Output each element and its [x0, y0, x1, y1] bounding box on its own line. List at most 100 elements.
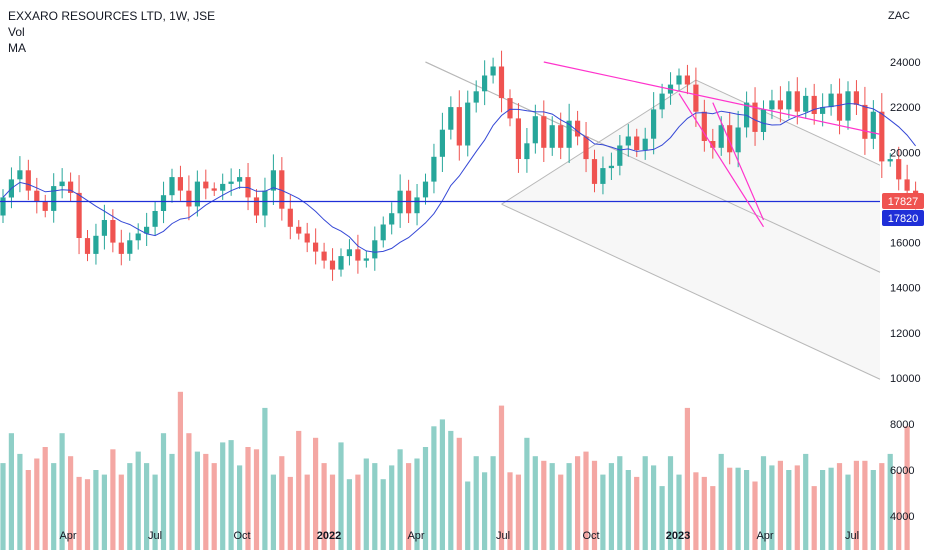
volume-bar — [228, 440, 234, 550]
candle-body — [583, 136, 589, 160]
candle-body — [144, 226, 150, 234]
volume-bar — [811, 486, 817, 550]
candle-body — [456, 107, 462, 146]
trendline[interactable] — [678, 93, 765, 228]
currency-label: ZAC — [888, 10, 910, 22]
candle-body — [701, 111, 707, 141]
candle-body — [76, 192, 82, 238]
chart-legend: EXXARO RESOURCES LTD, 1W, JSE Vol MA — [8, 8, 215, 56]
candle-body — [904, 179, 910, 191]
candle-body — [34, 190, 40, 202]
pitchfork-channel-fill — [501, 80, 880, 380]
volume-bar — [262, 407, 268, 550]
volume-bar — [8, 433, 14, 550]
candle-body — [820, 107, 826, 114]
candle-body — [194, 181, 200, 207]
candle-body — [270, 170, 276, 191]
trendline[interactable] — [712, 102, 765, 221]
horizontal-level-tag-background — [882, 210, 924, 226]
candle-body — [803, 95, 809, 112]
volume-bar — [777, 460, 783, 550]
candle-body — [490, 66, 496, 76]
volume-bar — [414, 458, 420, 550]
volume-bar — [887, 453, 893, 550]
candle-body — [887, 159, 893, 162]
trendline[interactable] — [543, 61, 881, 135]
candle-body — [634, 136, 640, 150]
volume-bar — [600, 474, 606, 550]
drawn-lines[interactable] — [0, 61, 881, 228]
volume-bar — [0, 463, 6, 550]
pitchfork-line[interactable] — [695, 79, 881, 166]
candle-body — [372, 240, 378, 259]
candle-body — [262, 190, 268, 216]
volume-bar — [456, 437, 462, 550]
time-axis[interactable]: Apr Jul Oct 2022 Apr Jul Oct 2023 Apr Jul — [59, 530, 859, 542]
volume-bar — [684, 407, 690, 550]
volume-bar — [701, 476, 707, 550]
volume-indicator-label[interactable]: Vol — [8, 25, 25, 39]
volume-bar — [532, 456, 538, 550]
volume-bar — [566, 463, 572, 550]
volume-bar — [853, 460, 859, 550]
candle-body — [42, 201, 48, 211]
volume-bar — [760, 456, 767, 550]
candle-body — [313, 242, 319, 252]
candle-body — [25, 170, 31, 191]
candle-body — [684, 75, 690, 85]
candle-body — [608, 165, 614, 169]
candle-body — [431, 156, 437, 182]
volume-bar — [845, 474, 851, 550]
volume-bar — [296, 430, 302, 550]
time-axis-tick: 2022 — [317, 530, 341, 542]
candle-body — [59, 181, 65, 187]
volume-bar — [634, 476, 640, 550]
volume-bar — [448, 430, 454, 550]
candle-body — [786, 91, 792, 110]
volume-bar — [68, 456, 74, 550]
volume-bar — [42, 447, 48, 550]
volume-bar — [186, 433, 192, 550]
volume-bar — [820, 470, 826, 550]
candle-body — [135, 233, 141, 241]
volume-bar — [465, 481, 471, 550]
symbol-title[interactable]: EXXARO RESOURCES LTD, 1W, JSE — [8, 9, 216, 23]
moving-average-line — [2, 102, 916, 253]
volume-bar — [904, 426, 910, 550]
volume-bar — [389, 465, 395, 550]
moving-average-line-group — [2, 102, 916, 253]
volume-bar — [482, 472, 488, 550]
price-axis-tick: 12000 — [890, 328, 921, 340]
candle-body — [566, 120, 572, 148]
moving-average-indicator-label[interactable]: MA — [8, 41, 26, 55]
candle-body — [769, 100, 775, 110]
candle-body — [532, 116, 538, 144]
candle-body — [828, 93, 834, 108]
candle-body — [811, 95, 817, 114]
volume-bar — [718, 453, 724, 550]
volume-bar — [651, 465, 657, 550]
candle-body — [101, 220, 107, 236]
volume-bar — [135, 451, 141, 550]
candle-body — [287, 208, 293, 227]
pitchfork-line[interactable] — [501, 203, 881, 380]
volume-bar — [118, 474, 124, 550]
candle-body — [160, 195, 167, 211]
volume-bar — [828, 467, 834, 550]
time-axis-tick: Jul — [148, 530, 162, 542]
last-price-tag: 17827 — [882, 193, 924, 209]
volume-bar — [160, 433, 167, 550]
volume-bar — [870, 470, 876, 550]
volume-bar — [507, 472, 513, 550]
price-axis-tick: 16000 — [890, 238, 921, 250]
candle-body — [870, 111, 876, 139]
candle-body — [794, 91, 800, 112]
candle-body — [482, 75, 488, 92]
volume-bar — [625, 470, 631, 550]
candle-body — [329, 260, 336, 270]
volume-axis-tick: 4000 — [890, 511, 914, 523]
candle-body — [51, 186, 57, 211]
volume-bar — [524, 437, 530, 550]
candle-body — [177, 177, 183, 191]
